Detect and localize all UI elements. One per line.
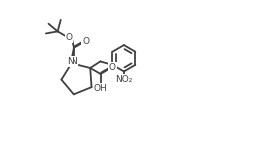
Text: OH: OH: [94, 84, 107, 93]
Text: N: N: [67, 57, 74, 66]
Text: O: O: [82, 37, 89, 46]
Text: NO₂: NO₂: [115, 75, 132, 84]
Text: O: O: [109, 63, 116, 72]
Text: N: N: [70, 57, 77, 66]
Text: O: O: [66, 33, 73, 42]
